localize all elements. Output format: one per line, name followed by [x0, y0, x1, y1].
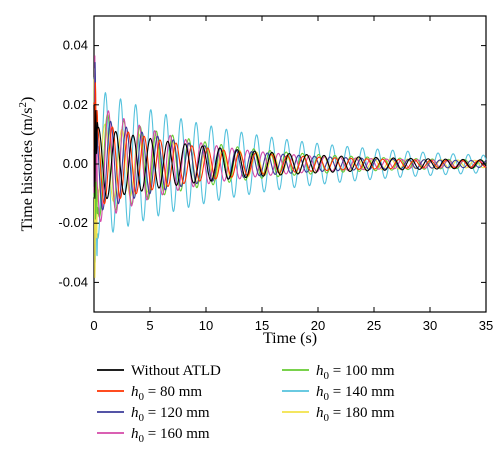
x-tick-label: 5 — [146, 318, 153, 333]
y-tick-label: -0.02 — [58, 215, 88, 230]
x-tick-label: 15 — [255, 318, 269, 333]
y-tick-label: 0.00 — [63, 156, 88, 171]
x-tick-label: 0 — [90, 318, 97, 333]
y-axis-label-sup: 2 — [17, 102, 29, 108]
y-axis-label-main: Time histories (m/s — [19, 107, 36, 231]
legend-entry: h0 = 140 mm — [316, 384, 395, 403]
legend-sub: 0 — [324, 412, 330, 424]
y-axis-label-tail: ) — [19, 97, 36, 102]
x-axis-label: Time (s) — [263, 330, 317, 347]
ticks-layer: 0 5 10 15 20 25 30 35 -0.04 -0.02 0.00 0.02 0.04 — [58, 16, 493, 333]
legend-sub: 0 — [139, 412, 145, 424]
x-tick-label: 20 — [311, 318, 325, 333]
legend-entry: h0 = 100 mm — [316, 363, 395, 382]
legend-h: h — [131, 384, 139, 400]
y-tick-label: 0.04 — [63, 38, 88, 53]
legend-h: h — [316, 363, 324, 379]
series-line — [93, 104, 487, 200]
legend-value: = 80 mm — [144, 384, 202, 400]
legend-value: = 120 mm — [144, 405, 210, 421]
legend-entry: h0 = 120 mm — [131, 405, 210, 424]
x-tick-label: 10 — [199, 318, 213, 333]
y-tick-label: 0.02 — [63, 97, 88, 112]
legend-value: = 180 mm — [329, 405, 395, 421]
x-tick-label: 35 — [479, 318, 493, 333]
series-line — [93, 77, 487, 263]
legend-entry: h0 = 180 mm — [316, 405, 395, 424]
legend-h: h — [131, 405, 139, 421]
legend-h: h — [316, 384, 324, 400]
legend-value: = 100 mm — [329, 363, 395, 379]
y-axis-label: Time histories (m/s2) — [17, 97, 36, 232]
y-tick-label: -0.04 — [58, 274, 88, 289]
x-tick-label: 25 — [367, 318, 381, 333]
x-tick-label: 30 — [423, 318, 437, 333]
legend-value: = 160 mm — [144, 426, 210, 442]
legend-h: h — [316, 405, 324, 421]
legend-sub: 0 — [324, 391, 330, 403]
legend-entry: Without ATLD — [131, 363, 221, 379]
legend-sub: 0 — [139, 391, 145, 403]
legend-entry: h0 = 80 mm — [131, 384, 202, 403]
legend-h: h — [131, 426, 139, 442]
legend-sub: 0 — [324, 370, 330, 382]
series-layer — [93, 55, 487, 278]
legend-entry: h0 = 160 mm — [131, 426, 210, 445]
legend-value: = 140 mm — [329, 384, 395, 400]
series-line — [93, 82, 487, 205]
legend-sub: 0 — [139, 433, 145, 445]
